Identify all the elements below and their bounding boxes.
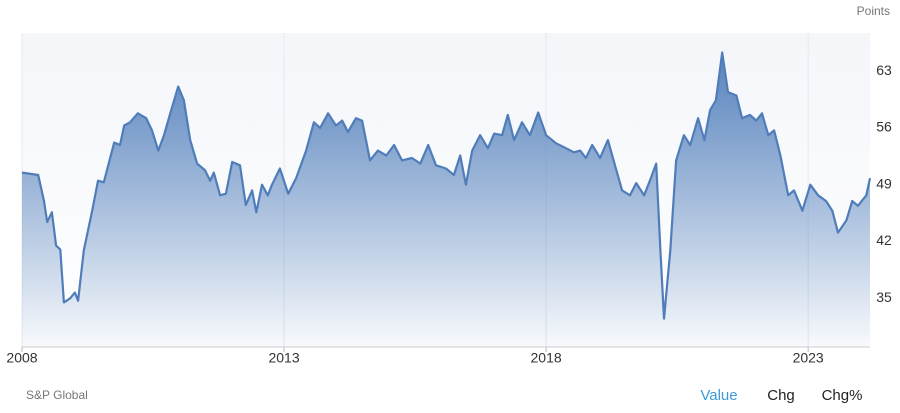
tabs: Value Chg Chg% — [700, 387, 862, 404]
x-tick-label: 2023 — [793, 350, 824, 366]
y-tick-label: 35 — [876, 289, 892, 305]
y-tick-label: 42 — [876, 232, 892, 248]
x-tick-label: 2013 — [268, 350, 299, 366]
area — [22, 52, 870, 347]
tab[interactable]: Chg% — [822, 387, 863, 404]
line — [21, 51, 872, 320]
y-axis-label: Points — [857, 4, 890, 18]
x-tick-label: 2008 — [6, 350, 37, 366]
y-tick-label: 56 — [876, 119, 892, 135]
y-tick-label: 49 — [876, 175, 892, 191]
tab[interactable]: Value — [700, 387, 737, 404]
source: S&P Global — [26, 388, 88, 402]
tab[interactable]: Chg — [767, 387, 795, 404]
x-tick-label: 2018 — [531, 350, 562, 366]
y-tick-label: 63 — [876, 62, 892, 78]
